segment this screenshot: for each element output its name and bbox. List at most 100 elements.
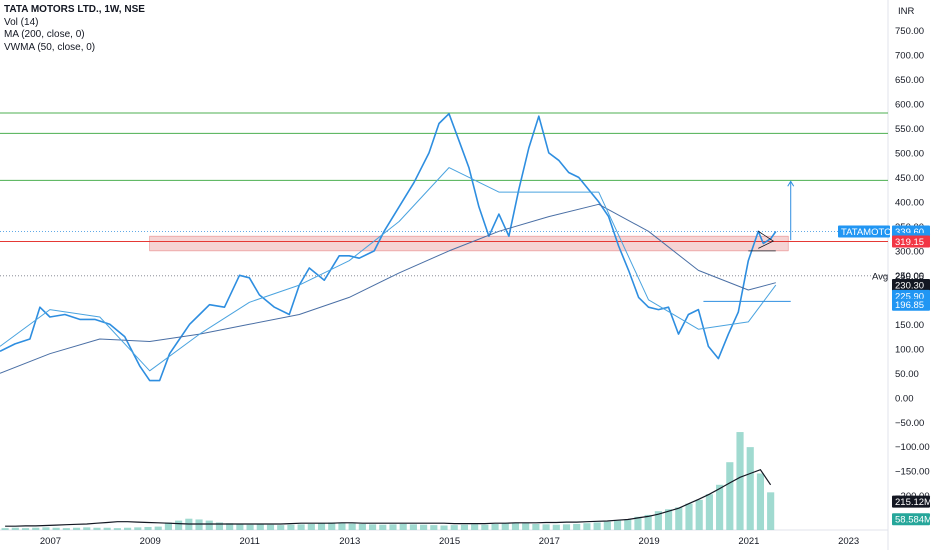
price-tick-label: 500.00: [895, 148, 924, 159]
volume-bar: [32, 527, 40, 530]
price-tag-name: TATAMOTORS: [838, 225, 905, 238]
volume-bar: [450, 525, 458, 530]
volume-bar: [287, 524, 295, 530]
volume-bar: [175, 520, 183, 530]
price-tick-label: −150.00: [895, 467, 930, 478]
price-tag-bg: [892, 278, 930, 291]
triangle-pattern: [758, 230, 775, 249]
price-tick-label: 50.00: [895, 369, 919, 380]
time-tick-label: 2023: [838, 536, 859, 547]
volume-bar: [307, 523, 315, 530]
target-arrow-head: [787, 180, 795, 187]
ma-series-line: [0, 203, 776, 374]
volume-bar: [624, 519, 632, 530]
price-tick-label: 600.00: [895, 99, 924, 110]
volume-bar: [511, 522, 520, 530]
price-tick-label: 750.00: [895, 26, 924, 37]
volume-bar: [124, 527, 132, 530]
volume-bar: [52, 527, 60, 530]
volume-bar: [491, 523, 499, 530]
price-tag-label: 339.60: [895, 227, 924, 238]
volume-bar: [164, 522, 172, 530]
volume-bar: [420, 524, 428, 530]
plot-area: [0, 0, 888, 530]
price-tag-label: 196.85: [895, 300, 924, 311]
volume-bar: [522, 523, 530, 530]
volume-bar: [154, 526, 162, 530]
volume-bar: [226, 523, 234, 530]
price-tick-label: 450.00: [895, 173, 924, 184]
price-tick-label: 300.00: [895, 246, 924, 257]
price-tick-label: 650.00: [895, 75, 924, 86]
volume-bar: [42, 527, 50, 530]
volume-bar: [266, 524, 275, 530]
volume-bar: [72, 527, 81, 530]
time-tick-label: 2021: [738, 536, 759, 547]
volume-bar: [21, 528, 30, 530]
volume-bar: [215, 522, 224, 530]
volume-bar: [471, 524, 479, 530]
time-tick-label: 2007: [40, 536, 61, 547]
volume-bar: [460, 524, 469, 530]
volume-bar: [195, 519, 203, 530]
time-tick-label: 2019: [639, 536, 660, 547]
time-tick-label: 2015: [439, 536, 460, 547]
volume-bar: [665, 509, 673, 530]
price-tag-label: 58.584M: [895, 515, 932, 526]
volume-bar: [368, 524, 377, 530]
price-tick-label: 400.00: [895, 197, 924, 208]
volume-bar: [532, 523, 540, 530]
price-tag-bg: [892, 235, 930, 248]
volume-bar: [389, 524, 397, 530]
chart-title: TATA MOTORS LTD., 1W, NSE: [4, 4, 145, 15]
price-tag-dark: 215.12M: [892, 495, 932, 508]
price-tag-bg: [892, 513, 930, 526]
volume-bar: [103, 527, 111, 530]
volume-bar: [593, 522, 601, 530]
volume-bar: [338, 523, 346, 530]
time-tick-label: 2017: [539, 536, 560, 547]
price-tag-label: 225.90: [895, 291, 924, 302]
volume-bar: [481, 524, 489, 530]
volume-bar: [562, 524, 571, 530]
volume-bar: [716, 484, 724, 530]
volume-bar: [317, 523, 326, 530]
price-tick-label: 100.00: [895, 344, 924, 355]
time-tick-label: 2011: [239, 536, 259, 547]
price-tag-avg: Avg 249.05: [872, 271, 924, 282]
volume-bar: [685, 503, 693, 530]
volume-bar: [134, 527, 142, 530]
volume-bar: [83, 527, 91, 530]
volume-bar: [246, 524, 254, 530]
volume-bar: [542, 524, 550, 530]
price-tag-dark: 230.30: [892, 278, 930, 291]
volume-bar: [11, 527, 19, 530]
price-tag-label: 230.30: [895, 280, 924, 291]
price-tag-bg: [892, 495, 930, 508]
legend-line-volume: Vol (14): [4, 16, 39, 28]
volume-bar: [654, 511, 662, 530]
legend-line-ma: MA (200, close, 0): [4, 29, 85, 40]
volume-bar: [399, 523, 407, 530]
volume-bar: [113, 528, 121, 530]
volume-bar: [603, 521, 611, 530]
time-tick-label: 2013: [339, 536, 360, 547]
volume-bar: [634, 516, 642, 530]
price-tick-label: 250.00: [895, 271, 924, 282]
chart-legend: TATA MOTORS LTD., 1W, NSE Vol (14) MA (2…: [4, 4, 145, 54]
volume-bar: [144, 526, 152, 530]
volume-bar: [297, 524, 305, 530]
volume-bar: [440, 525, 448, 530]
price-tag-label: 249.05: [895, 271, 924, 282]
volume-bar: [573, 523, 581, 530]
price-tick-label: 0.00: [895, 393, 914, 404]
price-series-line: [0, 112, 777, 382]
time-tick-label: 2009: [140, 536, 161, 547]
currency-label: INR: [898, 6, 915, 17]
volume-bar: [695, 499, 703, 530]
volume-bar: [1, 528, 9, 530]
volume-bar: [583, 523, 591, 530]
price-tag-teal: 58.584M: [892, 513, 932, 526]
legend-line-vwma: VWMA (50, close, 0): [4, 41, 96, 53]
